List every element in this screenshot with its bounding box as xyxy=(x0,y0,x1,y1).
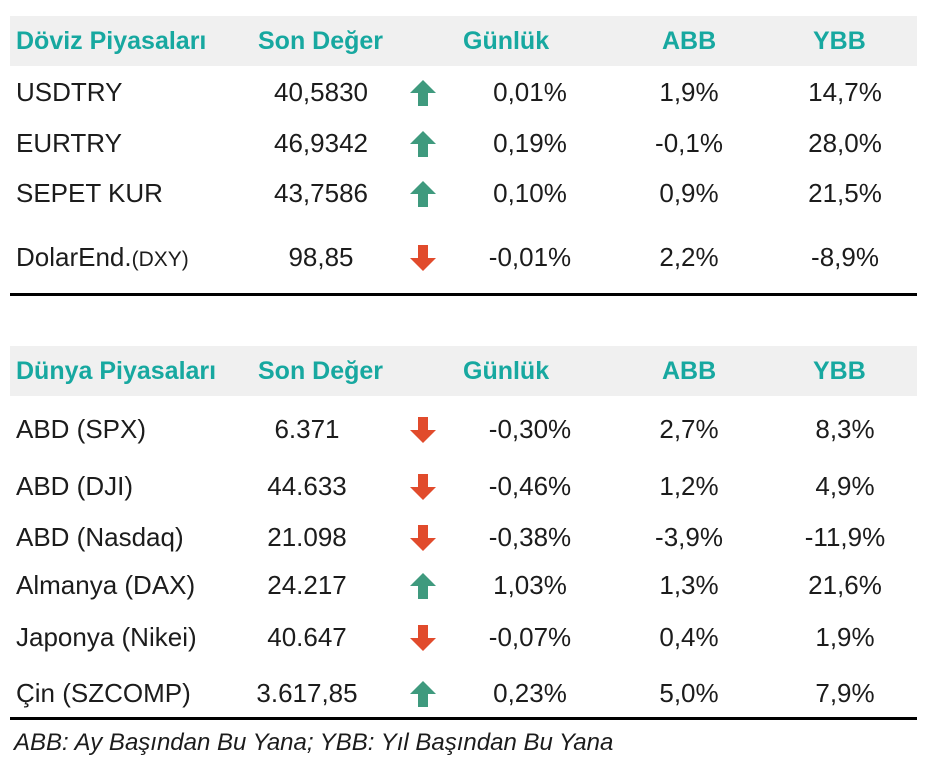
world-header-ytd: YBB xyxy=(813,357,866,385)
world-header-daily: Günlük xyxy=(463,357,550,385)
row-mtd-change: 0,4% xyxy=(659,622,719,652)
row-mtd-change: 1,3% xyxy=(659,570,719,600)
row-mtd-change: 2,7% xyxy=(659,414,719,444)
row-ytd-change: 7,9% xyxy=(815,678,875,708)
arrow-up-icon xyxy=(408,78,442,108)
row-mtd-change: 5,0% xyxy=(659,678,719,708)
footnote: ABB: Ay Başından Bu Yana; YBB: Yıl Başın… xyxy=(14,729,614,756)
fx-header-last: Son Değer xyxy=(258,27,384,55)
world-header-last: Son Değer xyxy=(258,357,384,385)
row-name: USDTRY xyxy=(16,77,123,107)
row-daily-change: 0,10% xyxy=(493,178,567,208)
fx-header-title: Döviz Piyasaları xyxy=(16,27,207,55)
row-ytd-change: 8,3% xyxy=(815,414,875,444)
row-ytd-change: 28,0% xyxy=(808,128,882,158)
row-name: SEPET KUR xyxy=(16,178,163,208)
row-daily-change: -0,30% xyxy=(488,414,572,444)
row-daily-change: 0,23% xyxy=(493,678,567,708)
row-last-value: 6.371 xyxy=(274,414,340,444)
row-daily-change: -0,38% xyxy=(488,522,572,552)
row-last-value: 24.217 xyxy=(267,570,347,600)
row-name-suffix: (DXY) xyxy=(131,248,189,271)
arrow-up-icon xyxy=(408,571,442,601)
row-mtd-change: 1,2% xyxy=(659,471,719,501)
row-last-value: 40,5830 xyxy=(274,77,368,107)
row-name: Çin (SZCOMP) xyxy=(16,678,191,708)
row-ytd-change: -11,9% xyxy=(804,522,886,552)
row-last-value: 43,7586 xyxy=(274,178,368,208)
row-name: ABD (SPX) xyxy=(16,414,147,444)
row-daily-change: -0,46% xyxy=(488,471,572,501)
row-last-value: 46,9342 xyxy=(274,128,368,158)
world-table-header: Dünya Piyasaları Son Değer Günlük ABB YB… xyxy=(10,346,917,396)
row-name-main: DolarEnd. xyxy=(16,242,132,272)
arrow-down-icon xyxy=(408,523,442,553)
row-mtd-change: 2,2% xyxy=(659,242,719,272)
arrow-down-icon xyxy=(408,415,442,445)
row-mtd-change: 1,9% xyxy=(659,77,719,107)
table-bottom-rule xyxy=(10,293,917,296)
row-daily-change: -0,07% xyxy=(488,622,572,652)
fx-table-header: Döviz Piyasaları Son Değer Günlük ABB YB… xyxy=(10,16,917,66)
arrow-down-icon xyxy=(408,472,442,502)
row-name: EURTRY xyxy=(16,128,122,158)
row-mtd-change: -0,1% xyxy=(655,128,723,158)
table-bottom-rule xyxy=(10,717,917,720)
world-header-mtd: ABB xyxy=(662,357,717,385)
fx-header-daily: Günlük xyxy=(463,27,550,55)
row-ytd-change: -8,9% xyxy=(811,242,879,272)
arrow-up-icon xyxy=(408,679,442,709)
row-ytd-change: 21,5% xyxy=(808,178,882,208)
row-last-value: 21.098 xyxy=(267,522,347,552)
row-last-value: 40.647 xyxy=(267,622,347,652)
row-last-value: 44.633 xyxy=(267,471,347,501)
row-mtd-change: -3,9% xyxy=(655,522,723,552)
row-name: Almanya (DAX) xyxy=(16,570,196,600)
arrow-down-icon xyxy=(408,243,442,273)
row-daily-change: 0,01% xyxy=(493,77,567,107)
fx-header-ytd: YBB xyxy=(813,27,866,55)
arrow-up-icon xyxy=(408,129,442,159)
row-daily-change: -0,01% xyxy=(488,242,572,272)
row-name: ABD (DJI) xyxy=(16,471,133,501)
row-mtd-change: 0,9% xyxy=(659,178,719,208)
row-ytd-change: 14,7% xyxy=(808,77,882,107)
arrow-up-icon xyxy=(408,179,442,209)
row-name: ABD (Nasdaq) xyxy=(16,522,184,552)
row-name: DolarEnd.(DXY) xyxy=(16,242,189,272)
row-ytd-change: 21,6% xyxy=(808,570,882,600)
row-name: Japonya (Nikei) xyxy=(16,622,197,652)
row-last-value: 98,85 xyxy=(288,242,354,272)
row-daily-change: 0,19% xyxy=(493,128,567,158)
row-ytd-change: 1,9% xyxy=(815,622,875,652)
row-last-value: 3.617,85 xyxy=(256,678,358,708)
row-ytd-change: 4,9% xyxy=(815,471,875,501)
fx-header-mtd: ABB xyxy=(662,27,717,55)
arrow-down-icon xyxy=(408,623,442,653)
world-header-title: Dünya Piyasaları xyxy=(16,357,217,385)
row-daily-change: 1,03% xyxy=(493,570,567,600)
